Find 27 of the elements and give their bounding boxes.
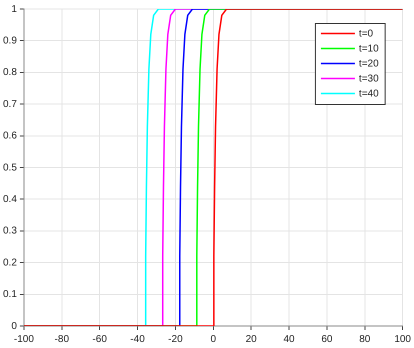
legend-label: t=20 [358, 58, 380, 70]
x-tick-label: 40 [283, 334, 296, 345]
y-tick-label: 0.3 [2, 226, 18, 237]
x-tick-label: 100 [394, 334, 412, 345]
x-tick-label: 80 [359, 334, 371, 345]
y-tick-label: 0.6 [2, 130, 18, 142]
legend-label: t=30 [358, 73, 380, 84]
y-tick-label: 0.2 [2, 257, 18, 268]
y-tick-label: 0 [11, 320, 18, 332]
legend-label: t=10 [358, 43, 380, 54]
y-tick-label: 0.7 [2, 98, 18, 110]
x-tick-label: -40 [130, 334, 146, 345]
x-tick-label: 60 [321, 334, 333, 345]
y-tick-label: 0.1 [2, 289, 18, 300]
legend-label: t=40 [358, 88, 380, 100]
y-tick-label: 0.5 [2, 162, 18, 174]
y-tick-label: 0.4 [2, 194, 18, 205]
legend-label: t=0 [358, 28, 374, 40]
x-tick-label: -20 [168, 334, 184, 345]
y-tick-label: 0.9 [2, 35, 18, 46]
y-tick-label: 1 [11, 4, 18, 15]
x-tick-label: -100 [14, 334, 34, 345]
y-tick-label: 0.8 [2, 67, 18, 78]
x-tick-label: 20 [246, 334, 258, 345]
x-tick-label: -80 [54, 334, 70, 345]
x-tick-label: 0 [210, 334, 216, 345]
x-tick-label: -60 [92, 334, 108, 345]
